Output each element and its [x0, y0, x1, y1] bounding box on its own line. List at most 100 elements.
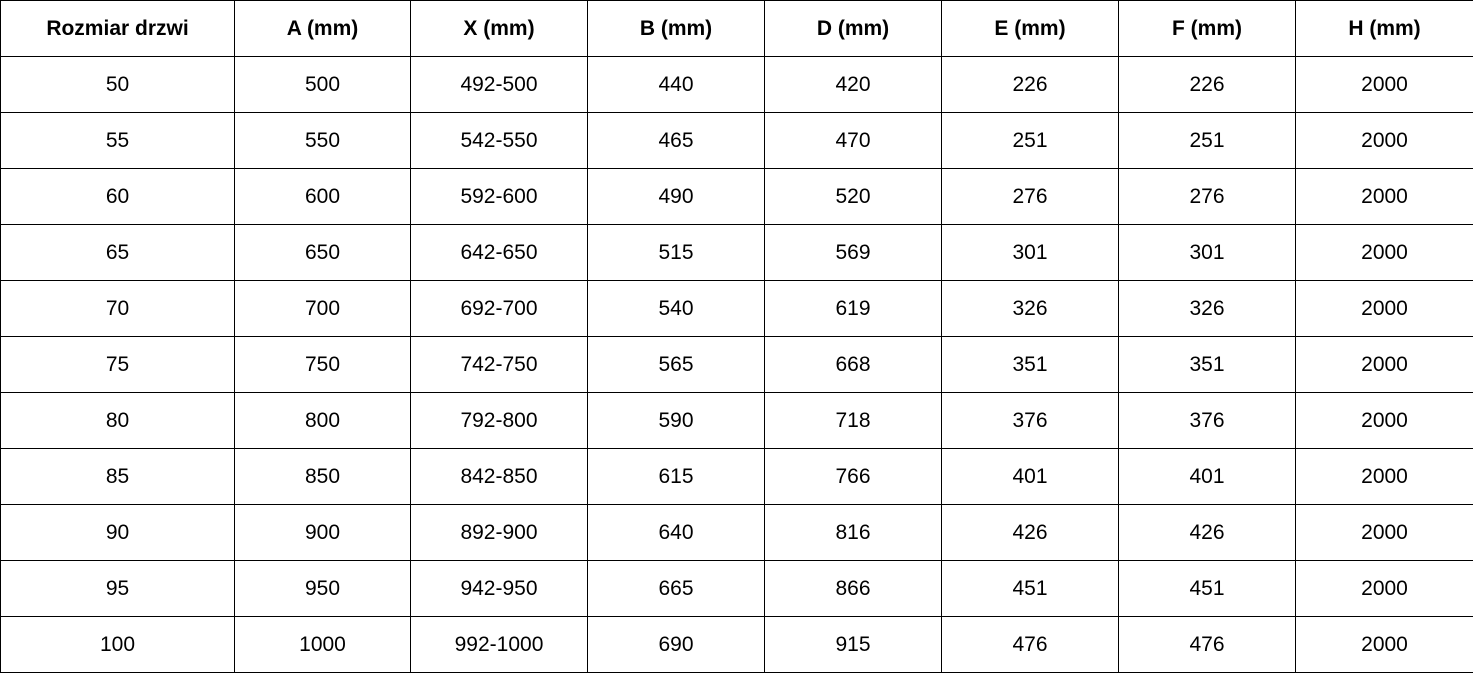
- table-cell: 550: [234, 112, 411, 169]
- table-cell: 590: [587, 392, 765, 449]
- table-cell: 276: [1118, 168, 1296, 225]
- table-cell: 2000: [1295, 616, 1473, 673]
- table-cell: 251: [941, 112, 1119, 169]
- table-cell: 95: [0, 560, 235, 617]
- table-cell: 700: [234, 280, 411, 337]
- table-cell: 866: [764, 560, 942, 617]
- table-cell: 600: [234, 168, 411, 225]
- table-row: 100 1000 992-1000 690 915 476 476 2000: [0, 616, 1473, 673]
- table-cell: 490: [587, 168, 765, 225]
- table-cell: 800: [234, 392, 411, 449]
- table-cell: 75: [0, 336, 235, 393]
- table-row: 50 500 492-500 440 420 226 226 2000: [0, 56, 1473, 113]
- table-cell: 326: [941, 280, 1119, 337]
- table-cell: 426: [1118, 504, 1296, 561]
- table-cell: 440: [587, 56, 765, 113]
- table-cell: 766: [764, 448, 942, 505]
- column-header: F (mm): [1118, 0, 1296, 57]
- table-cell: 50: [0, 56, 235, 113]
- table-cell: 301: [1118, 224, 1296, 281]
- table-cell: 2000: [1295, 56, 1473, 113]
- table-cell: 2000: [1295, 224, 1473, 281]
- table-cell: 665: [587, 560, 765, 617]
- table-cell: 226: [941, 56, 1119, 113]
- table-cell: 892-900: [410, 504, 588, 561]
- table-row: 85 850 842-850 615 766 401 401 2000: [0, 448, 1473, 505]
- table-cell: 470: [764, 112, 942, 169]
- table-cell: 351: [941, 336, 1119, 393]
- table-cell: 90: [0, 504, 235, 561]
- table-cell: 569: [764, 224, 942, 281]
- column-header: D (mm): [764, 0, 942, 57]
- table-cell: 100: [0, 616, 235, 673]
- table-cell: 1000: [234, 616, 411, 673]
- table-row: 80 800 792-800 590 718 376 376 2000: [0, 392, 1473, 449]
- table-cell: 85: [0, 448, 235, 505]
- table-cell: 451: [941, 560, 1119, 617]
- table-cell: 2000: [1295, 448, 1473, 505]
- table-cell: 2000: [1295, 392, 1473, 449]
- table-cell: 226: [1118, 56, 1296, 113]
- table-cell: 915: [764, 616, 942, 673]
- table-cell: 692-700: [410, 280, 588, 337]
- table-cell: 750: [234, 336, 411, 393]
- table-cell: 426: [941, 504, 1119, 561]
- table-cell: 900: [234, 504, 411, 561]
- table-cell: 276: [941, 168, 1119, 225]
- table-cell: 376: [941, 392, 1119, 449]
- table-cell: 492-500: [410, 56, 588, 113]
- table-cell: 70: [0, 280, 235, 337]
- table-cell: 640: [587, 504, 765, 561]
- table-cell: 515: [587, 224, 765, 281]
- table-cell: 465: [587, 112, 765, 169]
- table-row: 60 600 592-600 490 520 276 276 2000: [0, 168, 1473, 225]
- column-header: B (mm): [587, 0, 765, 57]
- table-cell: 2000: [1295, 168, 1473, 225]
- table-cell: 401: [1118, 448, 1296, 505]
- table-cell: 565: [587, 336, 765, 393]
- table-cell: 451: [1118, 560, 1296, 617]
- table-cell: 742-750: [410, 336, 588, 393]
- table-cell: 401: [941, 448, 1119, 505]
- table-cell: 690: [587, 616, 765, 673]
- table-cell: 950: [234, 560, 411, 617]
- table-cell: 520: [764, 168, 942, 225]
- table-row: 75 750 742-750 565 668 351 351 2000: [0, 336, 1473, 393]
- table-cell: 500: [234, 56, 411, 113]
- table-cell: 2000: [1295, 336, 1473, 393]
- table-cell: 326: [1118, 280, 1296, 337]
- column-header: E (mm): [941, 0, 1119, 57]
- table-cell: 792-800: [410, 392, 588, 449]
- table-row: 55 550 542-550 465 470 251 251 2000: [0, 112, 1473, 169]
- table-cell: 992-1000: [410, 616, 588, 673]
- table-cell: 816: [764, 504, 942, 561]
- table-cell: 376: [1118, 392, 1296, 449]
- header-row: Rozmiar drzwi A (mm) X (mm) B (mm) D (mm) E (…: [0, 0, 1473, 57]
- table-cell: 251: [1118, 112, 1296, 169]
- table-cell: 2000: [1295, 560, 1473, 617]
- table-cell: 420: [764, 56, 942, 113]
- table-cell: 2000: [1295, 504, 1473, 561]
- table-cell: 842-850: [410, 448, 588, 505]
- table-cell: 619: [764, 280, 942, 337]
- table-cell: 301: [941, 224, 1119, 281]
- table-cell: 592-600: [410, 168, 588, 225]
- table-cell: 2000: [1295, 280, 1473, 337]
- table-cell: 540: [587, 280, 765, 337]
- table-cell: 476: [941, 616, 1119, 673]
- table-cell: 650: [234, 224, 411, 281]
- table-cell: 476: [1118, 616, 1296, 673]
- table-cell: 850: [234, 448, 411, 505]
- table-row: 65 650 642-650 515 569 301 301 2000: [0, 224, 1473, 281]
- column-header: Rozmiar drzwi: [0, 0, 235, 57]
- table-header: Rozmiar drzwi A (mm) X (mm) B (mm) D (mm) E (…: [0, 0, 1473, 57]
- column-header: H (mm): [1295, 0, 1473, 57]
- table-cell: 718: [764, 392, 942, 449]
- table-row: 90 900 892-900 640 816 426 426 2000: [0, 504, 1473, 561]
- table-cell: 2000: [1295, 112, 1473, 169]
- table-cell: 668: [764, 336, 942, 393]
- table-cell: 351: [1118, 336, 1296, 393]
- table-row: 70 700 692-700 540 619 326 326 2000: [0, 280, 1473, 337]
- table-cell: 542-550: [410, 112, 588, 169]
- table-cell: 942-950: [410, 560, 588, 617]
